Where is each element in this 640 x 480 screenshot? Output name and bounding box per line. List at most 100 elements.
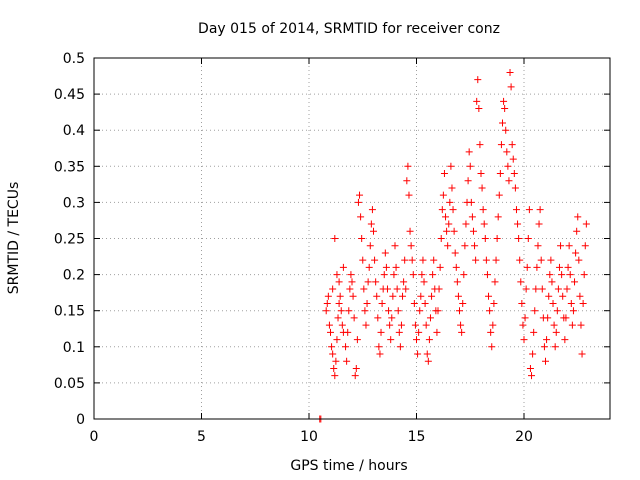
data-point: [438, 206, 446, 214]
data-point: [387, 336, 395, 344]
data-point: [411, 321, 419, 329]
data-point: [578, 350, 586, 358]
data-point: [337, 307, 345, 315]
data-point: [502, 126, 510, 134]
data-point: [422, 321, 430, 329]
data-point: [366, 242, 374, 250]
data-point: [362, 321, 370, 329]
data-point: [477, 170, 485, 178]
data-point: [375, 343, 383, 351]
data-point: [519, 321, 527, 329]
data-point: [450, 227, 458, 235]
data-point: [443, 227, 451, 235]
data-point: [505, 177, 513, 185]
data-point: [430, 256, 438, 264]
data-point: [544, 314, 552, 322]
data-point: [551, 343, 559, 351]
x-tick-label: 20: [515, 429, 533, 445]
data-point: [400, 278, 408, 286]
data-point: [459, 299, 467, 307]
data-point: [547, 256, 555, 264]
data-point: [429, 271, 437, 279]
y-axis-label: SRMTID / TECUs: [6, 182, 22, 295]
data-point: [409, 271, 417, 279]
data-point: [354, 198, 362, 206]
data-point: [390, 271, 398, 279]
data-point: [530, 328, 538, 336]
y-tick-label: 0.4: [63, 123, 85, 139]
data-point: [532, 285, 540, 293]
data-point: [454, 292, 462, 300]
data-point: [328, 343, 336, 351]
data-point: [331, 235, 339, 242]
chart-title: Day 015 of 2014, SRMTID for receiver con…: [198, 21, 500, 37]
data-point: [399, 292, 407, 300]
data-point: [472, 256, 480, 264]
data-point: [488, 343, 496, 351]
data-point: [549, 299, 557, 307]
data-point: [371, 256, 379, 264]
data-point: [561, 336, 569, 344]
data-point: [478, 184, 486, 192]
data-point: [370, 227, 377, 235]
y-tick-label: 0.1: [63, 340, 85, 356]
data-point: [348, 278, 356, 286]
data-point: [329, 350, 337, 358]
data-point: [495, 191, 503, 199]
data-point: [507, 83, 515, 91]
data-point: [434, 307, 442, 315]
y-tick-label: 0.3: [63, 195, 85, 211]
data-point: [342, 343, 350, 351]
data-point: [565, 242, 573, 250]
data-point: [537, 256, 545, 264]
data-point: [526, 364, 534, 372]
plot-frame: [93, 57, 611, 420]
data-point: [444, 242, 452, 250]
data-point: [528, 372, 536, 380]
data-point: [335, 278, 343, 286]
data-point: [458, 328, 466, 336]
data-point: [557, 242, 565, 250]
data-point: [381, 249, 389, 257]
data-point: [410, 299, 418, 307]
data-point: [346, 285, 354, 293]
data-point: [322, 307, 330, 315]
data-point: [576, 292, 584, 300]
data-point: [448, 184, 456, 192]
data-point: [349, 292, 357, 300]
data-point: [359, 256, 367, 264]
data-point: [460, 271, 468, 279]
data-point: [323, 299, 331, 307]
data-point: [356, 191, 364, 199]
data-point: [563, 285, 571, 293]
data-point: [483, 271, 491, 279]
data-point: [482, 256, 490, 264]
data-point: [350, 314, 358, 322]
data-point: [397, 321, 405, 329]
data-point: [343, 357, 351, 365]
data-point: [577, 321, 585, 329]
data-point: [414, 350, 422, 358]
data-point: [529, 350, 537, 358]
data-point: [558, 271, 566, 279]
data-point: [500, 97, 508, 105]
data-point: [407, 242, 415, 250]
data-point: [554, 285, 562, 293]
data-point: [535, 220, 543, 228]
data-point: [515, 235, 523, 242]
data-point: [567, 299, 575, 307]
y-axis-ticks: 0 0.05 0.1 0.15 0.2 0.25 0.3 0.35 0.4 0.45 0.5: [54, 51, 610, 428]
data-point: [420, 278, 428, 286]
data-point: [440, 170, 448, 178]
data-point: [580, 271, 588, 279]
data-point: [555, 263, 563, 271]
x-axis-ticks: 0 5 10 15 20: [90, 58, 533, 445]
data-point: [464, 177, 472, 185]
data-point: [550, 321, 558, 329]
data-point: [538, 285, 546, 293]
data-point: [352, 364, 360, 372]
data-point: [517, 278, 525, 286]
y-tick-label: 0.05: [54, 376, 85, 392]
data-point: [439, 191, 447, 199]
data-point: [461, 242, 469, 250]
